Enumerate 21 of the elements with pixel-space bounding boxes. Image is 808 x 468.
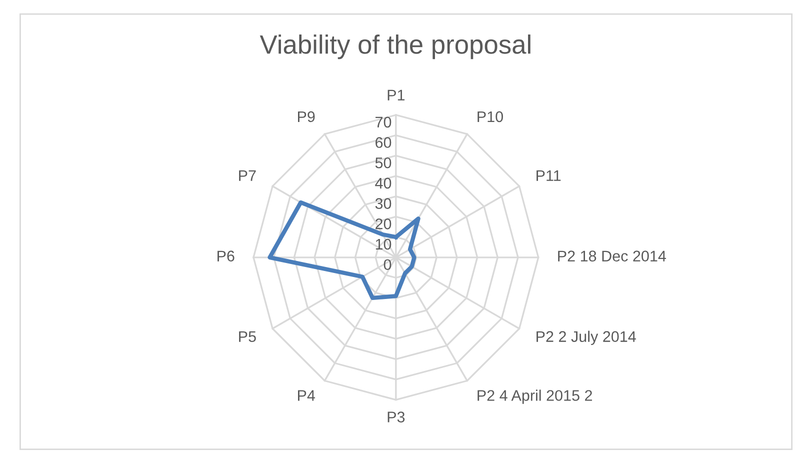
spoke-label: P2 4 April 2015 2	[478, 390, 592, 404]
spoke-label: P10	[478, 111, 503, 122]
spoke-label: P2 18 Dec 2014	[558, 250, 666, 262]
spoke-label: P4	[298, 390, 315, 401]
spoke-label: P5	[239, 331, 256, 342]
chart-title: Viability of the proposal	[260, 34, 530, 60]
spoke-label: P3	[388, 412, 405, 422]
y-tick-label: 30	[375, 198, 392, 209]
y-tick-label: 10	[376, 238, 392, 250]
spoke-label: P7	[239, 170, 256, 181]
y-tick-label: 50	[375, 157, 392, 168]
spoke-label: P2 2 July 2014	[536, 330, 636, 345]
y-tick-label: 0	[384, 259, 392, 270]
spoke-label: P11	[536, 170, 561, 181]
spoke-label: P1	[388, 90, 405, 100]
y-tick-label: 60	[376, 137, 392, 148]
spoke-label: P9	[298, 111, 315, 122]
y-tick-label: 70	[376, 116, 392, 128]
y-tick-label: 20	[376, 218, 392, 230]
spoke-label: P6	[218, 250, 234, 262]
y-tick-label: 40	[375, 178, 392, 189]
